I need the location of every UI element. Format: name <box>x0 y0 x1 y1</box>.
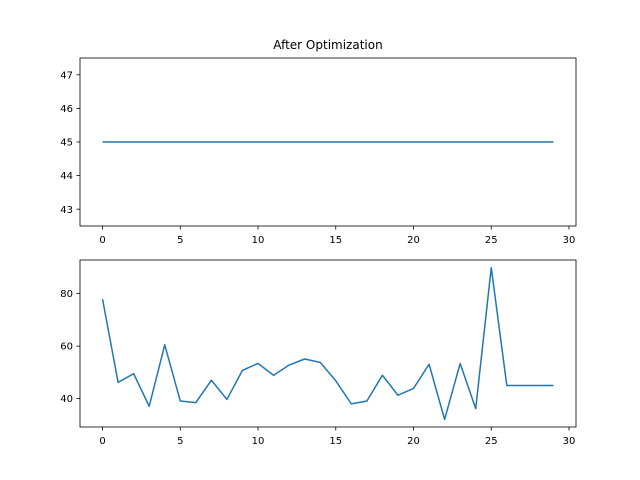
top-y-tick-label-43: 43 <box>60 205 73 216</box>
top-subplot-title: After Optimization <box>273 38 382 52</box>
top-y-tick-label-44: 44 <box>60 171 73 182</box>
top-x-tick-label-20: 20 <box>407 235 420 246</box>
bottom-subplot: 0 5 10 15 20 25 30 40 60 80 <box>60 259 577 447</box>
bottom-x-tick-label-10: 10 <box>252 436 265 447</box>
bottom-y-tick-label-60: 60 <box>60 342 73 353</box>
bottom-x-tick-label-15: 15 <box>329 436 342 447</box>
top-subplot: After Optimization 0 5 10 15 20 25 30 43 44 45 46 4… <box>60 38 577 246</box>
top-x-tick-label-15: 15 <box>329 235 342 246</box>
top-x-tick-label-5: 5 <box>177 235 183 246</box>
bottom-x-tick-label-20: 20 <box>407 436 420 447</box>
bottom-x-tick-label-5: 5 <box>177 436 183 447</box>
bottom-plot-area: 0 5 10 15 20 25 30 40 60 80 <box>60 259 577 447</box>
top-x-tick-label-10: 10 <box>252 235 265 246</box>
top-plot-area: 0 5 10 15 20 25 30 43 44 45 46 47 <box>60 57 577 246</box>
top-x-tick-label-25: 25 <box>485 235 498 246</box>
top-y-tick-label-47: 47 <box>60 70 73 81</box>
top-y-tick-label-46: 46 <box>60 104 73 115</box>
bottom-x-tick-label-25: 25 <box>485 436 498 447</box>
top-x-tick-label-0: 0 <box>99 235 105 246</box>
top-y-tick-label-45: 45 <box>60 138 73 149</box>
bottom-axes-frame <box>79 259 577 428</box>
bottom-x-tick-label-30: 30 <box>563 436 576 447</box>
bottom-x-tick-label-0: 0 <box>99 436 105 447</box>
top-x-tick-label-30: 30 <box>563 235 576 246</box>
top-axes-frame <box>79 57 577 227</box>
bottom-series-line <box>101 266 554 421</box>
bottom-y-tick-label-40: 40 <box>60 394 73 405</box>
bottom-y-tick-label-80: 80 <box>60 289 73 300</box>
